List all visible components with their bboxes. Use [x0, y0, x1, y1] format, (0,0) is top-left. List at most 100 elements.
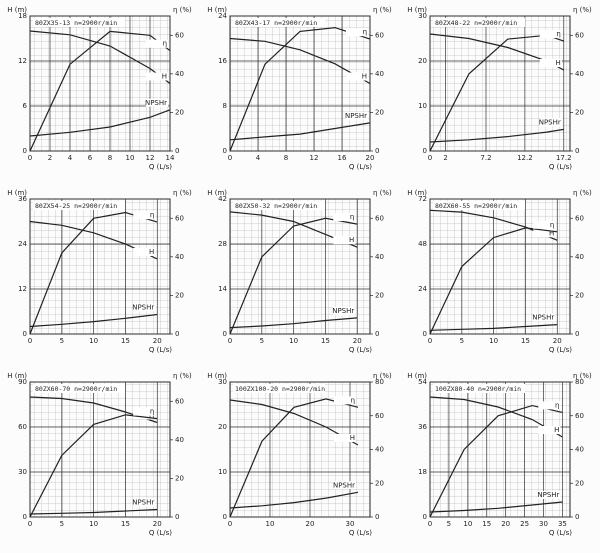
y2-axis-label: η (%) — [373, 372, 392, 380]
series-label: H — [162, 73, 167, 81]
plot-area — [29, 15, 171, 152]
chart-title: 80ZX60-55 n=2900r/min — [435, 202, 517, 210]
y2-tick-label: 20 — [375, 108, 384, 116]
x-tick-label: 0 — [228, 154, 232, 162]
title-backdrop — [233, 201, 325, 210]
x-tick-label: 0 — [428, 154, 432, 162]
x-tick-label: 15 — [121, 520, 130, 528]
x-tick-label: 10 — [489, 337, 498, 345]
x-tick-label: 0 — [428, 520, 432, 528]
y2-tick-label: 40 — [575, 253, 584, 261]
x-tick-label: 2 — [48, 154, 52, 162]
y-axis-label: H (m) — [207, 6, 227, 14]
series-label: H — [349, 236, 354, 244]
series-label-backdrop — [146, 72, 168, 81]
series-line — [229, 399, 359, 446]
series-line — [229, 122, 371, 141]
series-label: NPSHr — [532, 314, 554, 322]
series-line — [29, 109, 171, 137]
x-tick-label: 17.2 — [556, 154, 572, 162]
x-tick-label: 30 — [346, 520, 355, 528]
x-axis-label: Q (L/s) — [549, 529, 572, 537]
y2-tick-label: 80 — [375, 378, 384, 386]
series-label-backdrop — [333, 213, 356, 222]
series-line — [29, 313, 158, 328]
series-label: η — [163, 40, 167, 48]
x-tick-label: 7.2 — [480, 154, 491, 162]
y-axis-label: H (m) — [7, 372, 27, 380]
series-label-backdrop — [133, 211, 156, 220]
y-tick-label: 36 — [418, 423, 427, 431]
y-tick-label: 30 — [218, 378, 227, 386]
y2-tick-label: 60 — [375, 31, 384, 39]
x-tick-label: 4 — [256, 154, 261, 162]
y-tick-label: 28 — [218, 240, 227, 248]
series-label-backdrop — [333, 236, 356, 245]
y-tick-label: 24 — [218, 12, 227, 20]
x-tick-label: 0 — [228, 337, 232, 345]
series-label: NPSHr — [332, 307, 354, 315]
x-tick-label: 15 — [121, 337, 130, 345]
y-tick-label: 10 — [218, 468, 227, 476]
chart-title: 80ZX43-17 n=2900r/min — [235, 19, 317, 27]
y2-tick-label: 0 — [575, 513, 579, 521]
series-label-backdrop — [539, 30, 562, 39]
series-label-backdrop — [133, 303, 156, 312]
series-label: η — [556, 30, 560, 38]
series-label-backdrop — [146, 98, 168, 107]
series-label: H — [554, 426, 559, 434]
x-tick-label: 6 — [88, 154, 93, 162]
series-label: H — [556, 59, 561, 67]
plot-area — [29, 381, 171, 518]
series-label-backdrop — [133, 248, 156, 256]
x-tick-label: 16 — [338, 154, 347, 162]
y2-tick-label: 40 — [575, 446, 584, 454]
series-line — [429, 227, 558, 335]
x-tick-label: 8 — [284, 154, 288, 162]
series-line — [229, 317, 358, 329]
y2-axis-label: η (%) — [373, 189, 392, 197]
y-tick-label: 24 — [18, 240, 27, 248]
y2-tick-label: 0 — [175, 147, 179, 155]
y2-tick-label: 60 — [175, 31, 184, 39]
chart-title: 80ZX50-32 n=2900r/min — [235, 202, 317, 210]
plot-area — [429, 15, 571, 152]
x-tick-label: 5 — [60, 520, 64, 528]
series-label-backdrop — [146, 39, 168, 48]
y2-axis-label: η (%) — [573, 372, 592, 380]
x-tick-label: 15 — [521, 337, 530, 345]
series-line — [429, 501, 563, 513]
x-axis-label: Q (L/s) — [349, 529, 372, 537]
y2-tick-label: 20 — [575, 291, 584, 299]
series-label-backdrop — [334, 434, 356, 442]
y2-tick-label: 60 — [375, 214, 384, 222]
y-tick-label: 6 — [23, 102, 28, 110]
x-axis-label: Q (L/s) — [149, 163, 172, 171]
y2-axis-label: η (%) — [573, 6, 592, 14]
y-tick-label: 30 — [18, 468, 27, 476]
x-tick-label: 0 — [28, 154, 32, 162]
x-tick-label: 2 — [443, 154, 447, 162]
x-axis-label: Q (L/s) — [149, 346, 172, 354]
x-tick-label: 0 — [428, 337, 432, 345]
y-tick-label: 16 — [218, 57, 227, 65]
y-axis-label: H (m) — [407, 189, 427, 197]
y-tick-label: 30 — [418, 12, 427, 20]
y-tick-label: 0 — [423, 330, 427, 338]
series-label-backdrop — [333, 306, 356, 315]
series-label: H — [549, 229, 554, 237]
x-axis-label: Q (L/s) — [349, 346, 372, 354]
x-tick-label: 5 — [260, 337, 264, 345]
y2-axis-label: η (%) — [373, 6, 392, 14]
series-label-backdrop — [334, 481, 356, 490]
series-label-backdrop — [533, 229, 556, 238]
y-tick-label: 48 — [418, 240, 427, 248]
y2-tick-label: 0 — [375, 513, 379, 521]
y2-tick-label: 20 — [375, 291, 384, 299]
y-axis-label: H (m) — [7, 189, 27, 197]
x-axis-label: Q (L/s) — [549, 163, 572, 171]
chart-title: 100ZX100-20 n=2900r/min — [235, 385, 325, 393]
series-label-backdrop — [538, 426, 561, 434]
x-tick-label: 5 — [460, 337, 464, 345]
